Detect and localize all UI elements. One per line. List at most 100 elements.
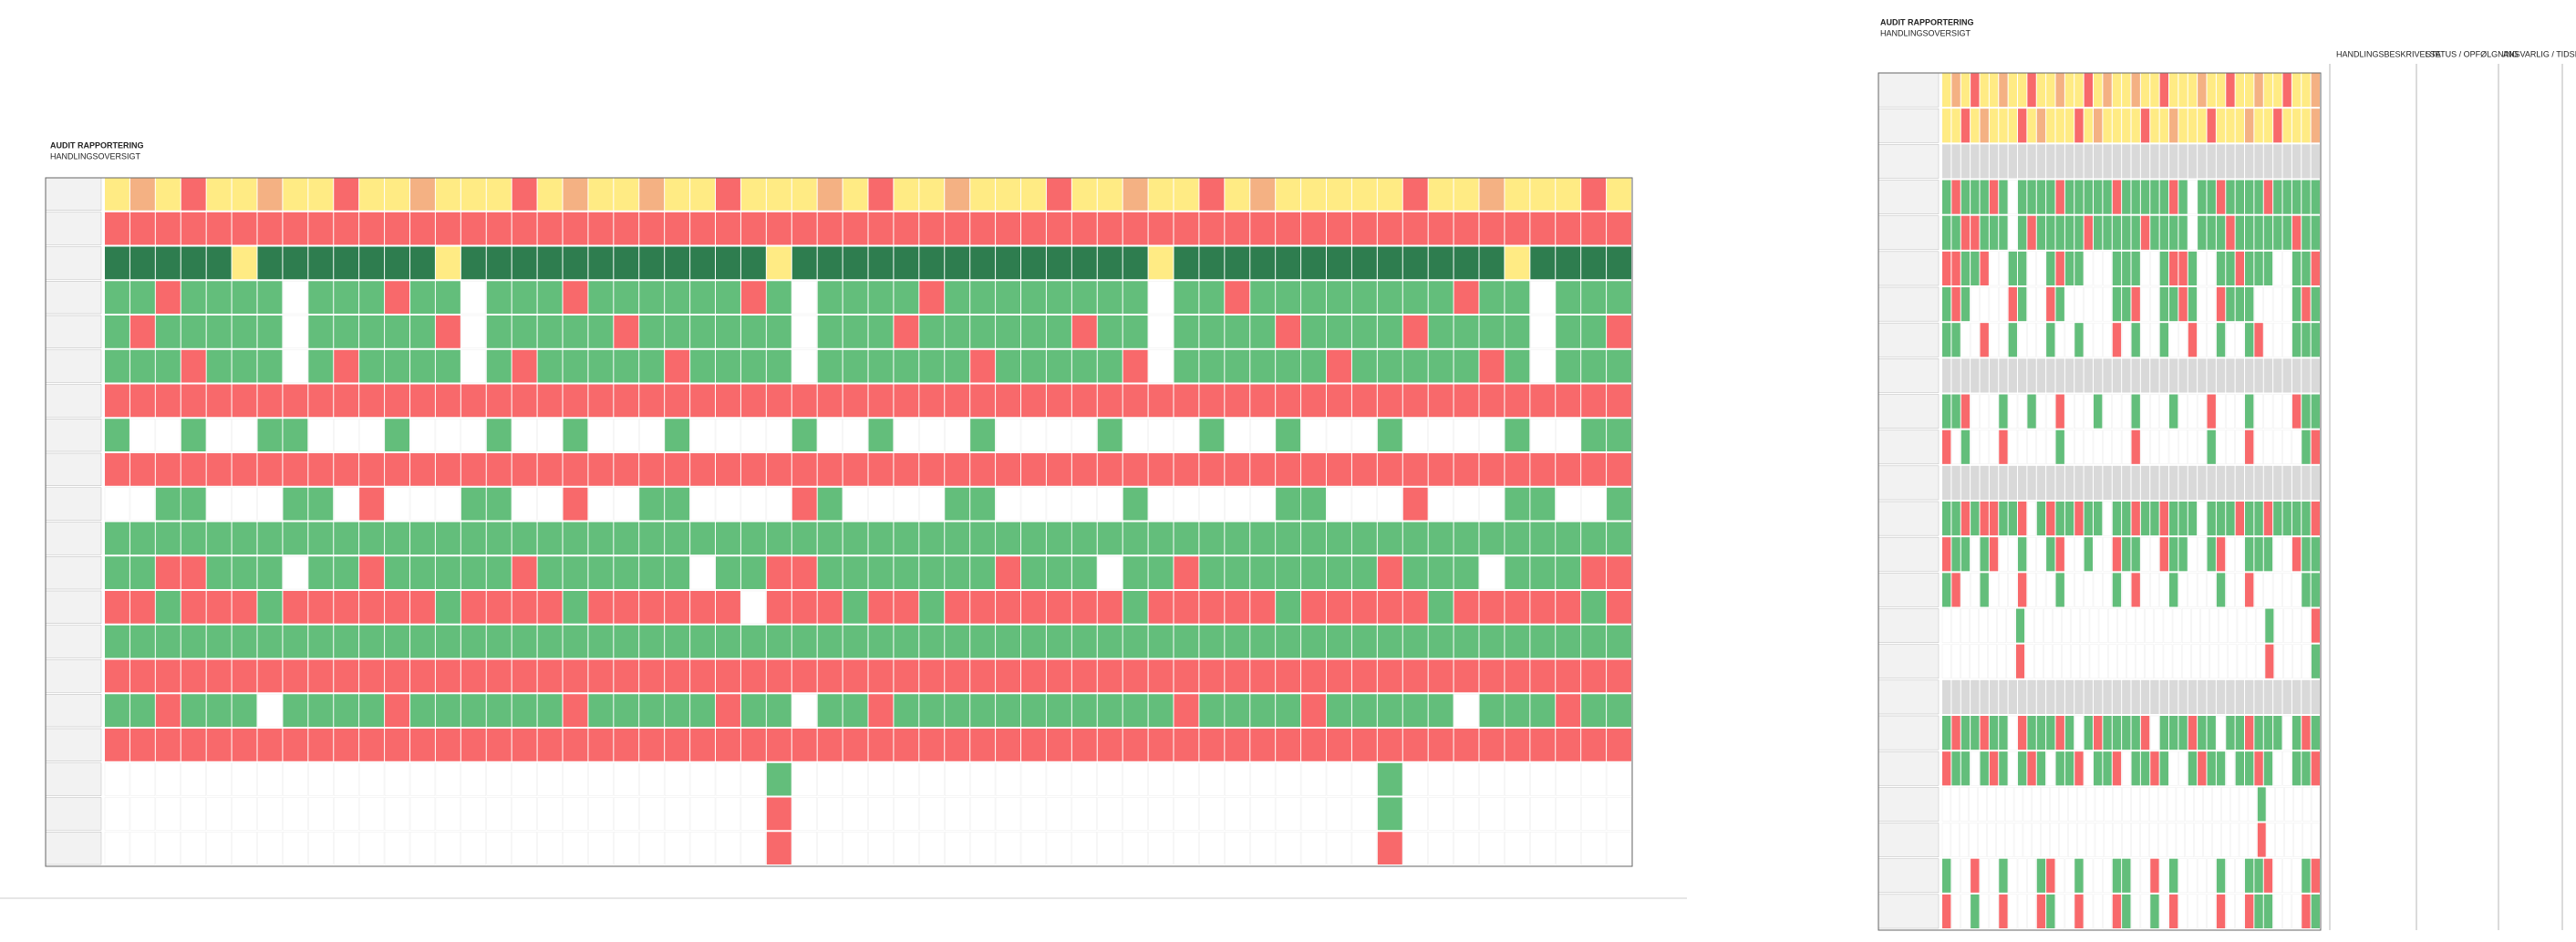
- cell: [2131, 751, 2140, 786]
- cell: [1607, 591, 1631, 624]
- cell: [1505, 729, 1530, 761]
- cell: [486, 625, 512, 658]
- cell: [1174, 384, 1199, 418]
- cell: [791, 419, 817, 451]
- cell: [1989, 144, 1999, 179]
- cell: [2126, 644, 2136, 679]
- cell: [129, 246, 155, 280]
- cell: [2235, 894, 2245, 929]
- cell: [2131, 823, 2140, 857]
- cell: [563, 212, 588, 245]
- cell: [155, 659, 181, 693]
- cell: [2263, 109, 2273, 143]
- cell: [2292, 858, 2302, 894]
- cell: [257, 797, 283, 831]
- cell: [791, 832, 817, 865]
- cell: [1046, 419, 1072, 452]
- cell: [2216, 323, 2226, 357]
- cell: [996, 246, 1020, 280]
- cell: [690, 453, 715, 486]
- cell: [1327, 246, 1351, 280]
- cell: [2150, 465, 2159, 500]
- cell: [2292, 287, 2302, 322]
- cell: [2084, 180, 2093, 214]
- cell: [2216, 215, 2226, 250]
- cell: [919, 281, 945, 314]
- cell: [2046, 144, 2055, 179]
- cell: [766, 281, 791, 314]
- cell: [2216, 573, 2226, 607]
- cell: [894, 797, 919, 831]
- cell: [512, 349, 537, 383]
- cell: [1377, 694, 1402, 727]
- cell: [486, 832, 512, 865]
- cell: [2103, 180, 2112, 214]
- cell: [1428, 694, 1454, 727]
- cell: [385, 178, 409, 211]
- cell: [334, 246, 359, 280]
- cell: [2122, 358, 2131, 393]
- cell: [2036, 394, 2046, 429]
- cell: [563, 349, 588, 383]
- cell: [2085, 787, 2095, 822]
- cell: [2216, 465, 2226, 500]
- cell: [206, 729, 232, 761]
- cell: [2018, 573, 2027, 607]
- cell: [2302, 894, 2311, 928]
- cell: [817, 419, 843, 452]
- cell: [945, 487, 970, 521]
- cell: [2245, 251, 2254, 285]
- cell: [1097, 556, 1122, 590]
- cell: [2282, 502, 2292, 536]
- cell: [1505, 487, 1530, 521]
- cell: [919, 556, 945, 589]
- cell: [1097, 625, 1122, 658]
- cell: [2140, 73, 2150, 108]
- cell: [2188, 465, 2198, 500]
- cell: [945, 453, 970, 486]
- cell: [2053, 644, 2062, 679]
- cell: [2178, 358, 2188, 393]
- cell: [2094, 716, 2103, 750]
- cell: [588, 453, 614, 486]
- cell: [2311, 537, 2320, 572]
- cell: [1351, 522, 1377, 555]
- cell: [1250, 797, 1276, 831]
- cell: [1530, 246, 1556, 280]
- cell: [2169, 358, 2178, 393]
- cell: [2064, 322, 2074, 357]
- cell: [843, 384, 868, 418]
- cell: [2122, 858, 2131, 893]
- cell: [2084, 73, 2093, 108]
- cell: [1556, 178, 1581, 211]
- cell: [2188, 716, 2198, 750]
- cell: [894, 487, 919, 521]
- cell: [716, 694, 740, 727]
- cell: [512, 625, 537, 658]
- left-title: AUDIT RAPPORTERING: [50, 140, 144, 150]
- cell: [1454, 522, 1479, 555]
- cell: [2272, 750, 2282, 786]
- cell: [1581, 556, 1607, 589]
- cell: [614, 316, 639, 348]
- cell: [1275, 832, 1301, 865]
- cell: [2216, 73, 2226, 108]
- cell: [2273, 465, 2282, 500]
- cell: [2027, 109, 2036, 143]
- cell: [1351, 487, 1378, 521]
- cell: [2140, 180, 2150, 214]
- cell: [2008, 430, 2018, 465]
- cell: [2008, 573, 2018, 607]
- cell: [2027, 394, 2036, 429]
- cell: [2226, 858, 2235, 894]
- cell: [766, 349, 791, 383]
- cell: [995, 797, 1021, 831]
- cell: [996, 659, 1020, 693]
- grid-frame: [45, 177, 1633, 867]
- cell: [2226, 750, 2235, 786]
- cell: [843, 522, 868, 555]
- cell: [1970, 536, 1980, 572]
- cell: [2074, 430, 2084, 465]
- cell: [1148, 797, 1174, 831]
